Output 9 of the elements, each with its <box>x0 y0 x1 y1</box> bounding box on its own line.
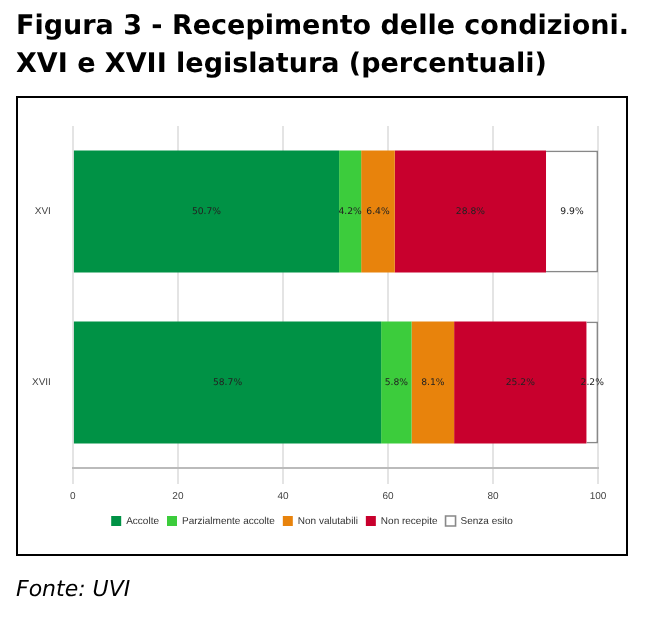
bar <box>394 150 547 273</box>
bar <box>411 321 455 444</box>
bar <box>381 321 412 444</box>
chart-title: Figura 3 - Recepimento delle condizioni. XVI e XVII legislatura (percentuali) <box>16 8 631 84</box>
bar <box>361 150 395 273</box>
bar <box>73 150 340 273</box>
bar <box>339 150 362 273</box>
bar <box>73 321 382 444</box>
source-note: Fonte: UVI <box>16 576 131 602</box>
